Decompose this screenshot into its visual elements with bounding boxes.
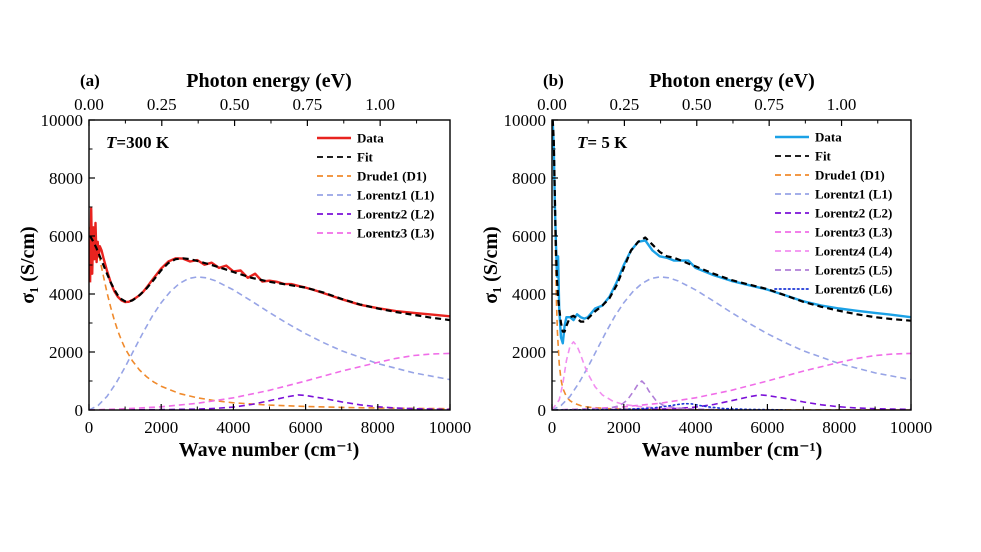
top-tick-label: 0.50 — [682, 95, 712, 114]
y-tick-labels: 0 2000 4000 6000 8000 10000 — [41, 111, 84, 420]
legend-label: Lorentz5 (L5) — [815, 263, 892, 278]
y-tick-label: 2000 — [512, 343, 546, 362]
plot-frame — [88, 119, 451, 411]
top-tick-label: 0.75 — [754, 95, 784, 114]
y-tick-label: 8000 — [49, 169, 83, 188]
y-tick-label: 4000 — [49, 285, 83, 304]
top-tick-label: 0.00 — [74, 95, 104, 114]
legend-label: Lorentz4 (L4) — [815, 244, 892, 259]
top-tick-label: 0.25 — [147, 95, 177, 114]
series-line-drude1-d1 — [89, 226, 450, 410]
legend-label: Lorentz1 (L1) — [815, 187, 892, 202]
x-tick-label: 6000 — [289, 418, 323, 437]
y-axis-title: σ₁ (S/cm) — [17, 226, 39, 303]
x-axis-title: Wave number (cm⁻¹) — [179, 439, 360, 461]
legend-label: Lorentz2 (L2) — [357, 207, 434, 222]
y-tick-label: 6000 — [49, 227, 83, 246]
y-tick-label: 0 — [75, 401, 84, 420]
series-line-lorentz2-l2 — [89, 394, 450, 410]
x-tick-label: 4000 — [216, 418, 250, 437]
panel-label: (a) — [80, 71, 100, 90]
top-tick-labels: 0.00 0.25 0.50 0.75 1.00 — [537, 95, 856, 114]
legend-label: Lorentz3 (L3) — [815, 225, 892, 240]
legend-label: Data — [357, 131, 384, 146]
series-line-lorentz4-l4 — [552, 341, 696, 410]
top-axis-title: Photon energy (eV) — [649, 70, 815, 92]
series-line-lorentz3-l3 — [552, 352, 911, 410]
top-tick-label: 1.00 — [827, 95, 857, 114]
panel-a: (a) Photon energy (eV) 0.00 0.25 0.50 0.75 1… — [17, 70, 471, 461]
top-tick-label: 0.25 — [610, 95, 640, 114]
y-tick-label: 8000 — [512, 169, 546, 188]
y-tick-label: 2000 — [49, 343, 83, 362]
legend-label: Lorentz3 (L3) — [357, 226, 434, 241]
series-line-lorentz1-l1 — [89, 276, 450, 410]
x-tick-label: 0 — [548, 418, 557, 437]
top-axis-title: Photon energy (eV) — [186, 70, 352, 92]
series-line-lorentz5-l5 — [552, 380, 732, 410]
top-tick-label: 0.00 — [537, 95, 567, 114]
y-tick-label: 0 — [538, 401, 547, 420]
tick-marks — [88, 119, 451, 411]
x-tick-labels: 0 2000 4000 6000 8000 10000 — [548, 418, 933, 437]
legend-label: Drude1 (D1) — [357, 169, 427, 184]
x-tick-label: 6000 — [750, 418, 784, 437]
panel-b: (b) Photon energy (eV) 0.00 0.25 0.50 0.75 1… — [480, 70, 932, 461]
legend-label: Lorentz6 (L6) — [815, 282, 892, 297]
top-tick-labels: 0.00 0.25 0.50 0.75 1.00 — [74, 95, 395, 114]
legend-label: Fit — [815, 149, 832, 164]
legend-label: Lorentz2 (L2) — [815, 206, 892, 221]
legend-label: Lorentz1 (L1) — [357, 188, 434, 203]
x-axis-title: Wave number (cm⁻¹) — [642, 439, 823, 461]
top-tick-label: 1.00 — [365, 95, 395, 114]
legend: Data Fit Drude1 (D1) Lorentz1 (L1) Lorentz2 … — [774, 130, 892, 297]
temperature-value: = 5 K — [587, 133, 628, 152]
temperature-annotation: T= 5 K — [577, 133, 628, 152]
x-tick-label: 2000 — [144, 418, 178, 437]
series-line-fit — [552, 120, 911, 333]
legend: Data Fit Drude1 (D1) Lorentz1 (L1) Lorentz2 … — [317, 131, 434, 241]
temperature-symbol: T — [106, 133, 117, 152]
temperature-symbol: T — [577, 133, 588, 152]
x-tick-label: 4000 — [679, 418, 713, 437]
x-tick-labels: 0 2000 4000 6000 8000 10000 — [85, 418, 472, 437]
legend-label: Data — [815, 130, 842, 145]
y-tick-label: 6000 — [512, 227, 546, 246]
legend-label: Drude1 (D1) — [815, 168, 885, 183]
x-tick-label: 10000 — [890, 418, 933, 437]
top-tick-label: 0.75 — [292, 95, 322, 114]
x-tick-label: 2000 — [607, 418, 641, 437]
y-tick-label: 10000 — [504, 111, 547, 130]
tick-marks — [551, 119, 912, 411]
x-tick-label: 10000 — [429, 418, 472, 437]
y-axis-title: σ₁ (S/cm) — [480, 226, 502, 303]
series-line-fit — [89, 235, 450, 322]
temperature-annotation: T=300 K — [106, 133, 170, 152]
x-tick-label: 8000 — [822, 418, 856, 437]
y-tick-labels: 0 2000 4000 6000 8000 10000 — [504, 111, 547, 420]
temperature-value: =300 K — [116, 133, 169, 152]
series-line-lorentz6-l6 — [552, 402, 787, 410]
y-tick-label: 4000 — [512, 285, 546, 304]
top-tick-label: 0.50 — [220, 95, 250, 114]
y-tick-label: 10000 — [41, 111, 84, 130]
x-tick-label: 8000 — [361, 418, 395, 437]
panel-label: (b) — [543, 71, 564, 90]
x-tick-label: 0 — [85, 418, 94, 437]
legend-label: Fit — [357, 150, 374, 165]
